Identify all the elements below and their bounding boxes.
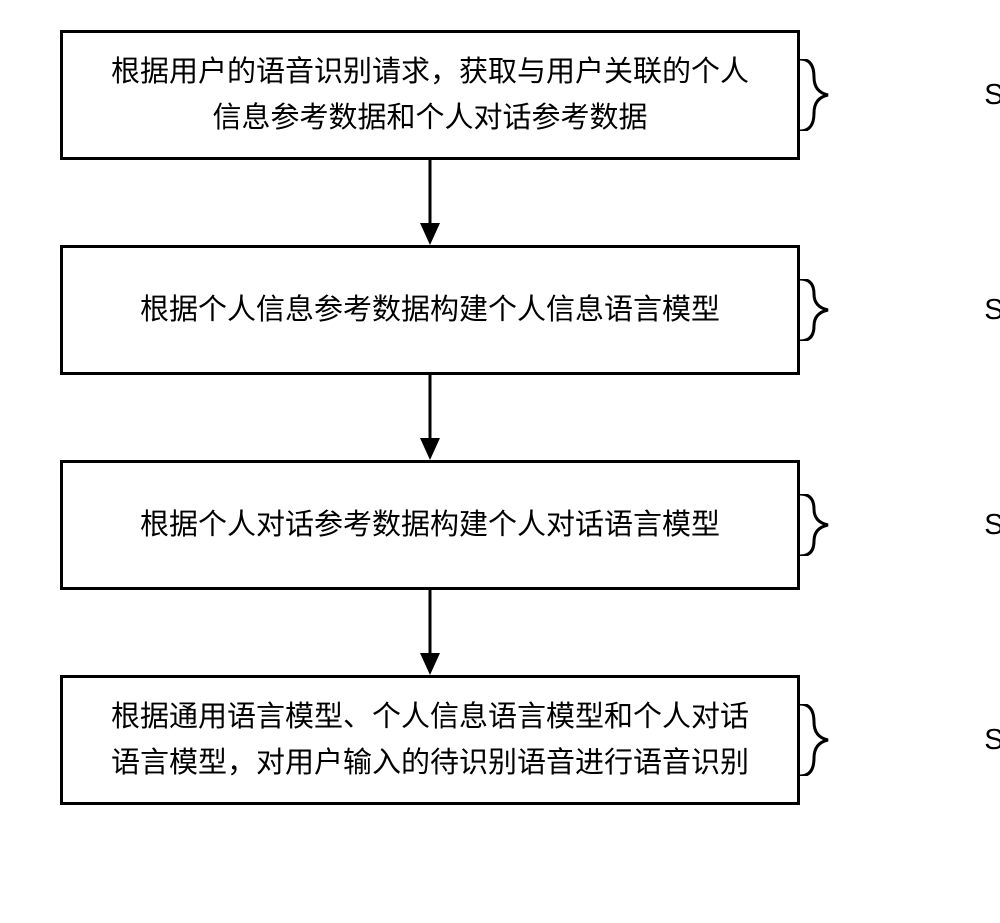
flow-text-s240: 根据通用语言模型、个人信息语言模型和个人对话 语言模型，对用户输入的待识别语音进… <box>111 694 749 787</box>
flow-text-s220: 根据个人信息参考数据构建个人信息语言模型 <box>140 287 720 333</box>
flow-text-s230: 根据个人对话参考数据构建个人对话语言模型 <box>140 502 720 548</box>
flow-text-line: 语言模型，对用户输入的待识别语音进行语音识别 <box>111 747 749 779</box>
flow-arrow-1 <box>60 160 800 245</box>
flow-box-s210: 根据用户的语音识别请求，获取与用户关联的个人 信息参考数据和个人对话参考数据 <box>60 30 800 160</box>
flow-node-s240: 根据通用语言模型、个人信息语言模型和个人对话 语言模型，对用户输入的待识别语音进… <box>60 675 940 805</box>
flow-label-s230: S230 <box>984 509 1000 542</box>
flow-node-s220: 根据个人信息参考数据构建个人信息语言模型 S220 <box>60 245 940 375</box>
flow-box-s240: 根据通用语言模型、个人信息语言模型和个人对话 语言模型，对用户输入的待识别语音进… <box>60 675 800 805</box>
flow-box-s230: 根据个人对话参考数据构建个人对话语言模型 <box>60 460 800 590</box>
flow-text-line: 根据个人信息参考数据构建个人信息语言模型 <box>140 294 720 326</box>
flow-arrow-2 <box>60 375 800 460</box>
brace-icon <box>800 59 836 131</box>
arrow-down-icon <box>410 160 450 245</box>
flowchart-container: 根据用户的语音识别请求，获取与用户关联的个人 信息参考数据和个人对话参考数据 S… <box>60 30 940 805</box>
brace-icon <box>800 279 836 341</box>
flow-label-s210: S210 <box>984 79 1000 112</box>
flow-node-s210: 根据用户的语音识别请求，获取与用户关联的个人 信息参考数据和个人对话参考数据 S… <box>60 30 940 160</box>
flow-arrow-3 <box>60 590 800 675</box>
arrow-down-icon <box>410 375 450 460</box>
flow-label-s240: S240 <box>984 724 1000 757</box>
flow-box-s220: 根据个人信息参考数据构建个人信息语言模型 <box>60 245 800 375</box>
arrow-down-icon <box>410 590 450 675</box>
brace-icon <box>800 494 836 556</box>
flow-label-s220: S220 <box>984 294 1000 327</box>
flow-text-line: 根据个人对话参考数据构建个人对话语言模型 <box>140 509 720 541</box>
brace-icon <box>800 704 836 776</box>
flow-node-s230: 根据个人对话参考数据构建个人对话语言模型 S230 <box>60 460 940 590</box>
flow-text-line: 信息参考数据和个人对话参考数据 <box>212 102 647 134</box>
flow-text-line: 根据用户的语音识别请求，获取与用户关联的个人 <box>111 56 749 88</box>
flow-text-s210: 根据用户的语音识别请求，获取与用户关联的个人 信息参考数据和个人对话参考数据 <box>111 49 749 142</box>
flow-text-line: 根据通用语言模型、个人信息语言模型和个人对话 <box>111 701 749 733</box>
